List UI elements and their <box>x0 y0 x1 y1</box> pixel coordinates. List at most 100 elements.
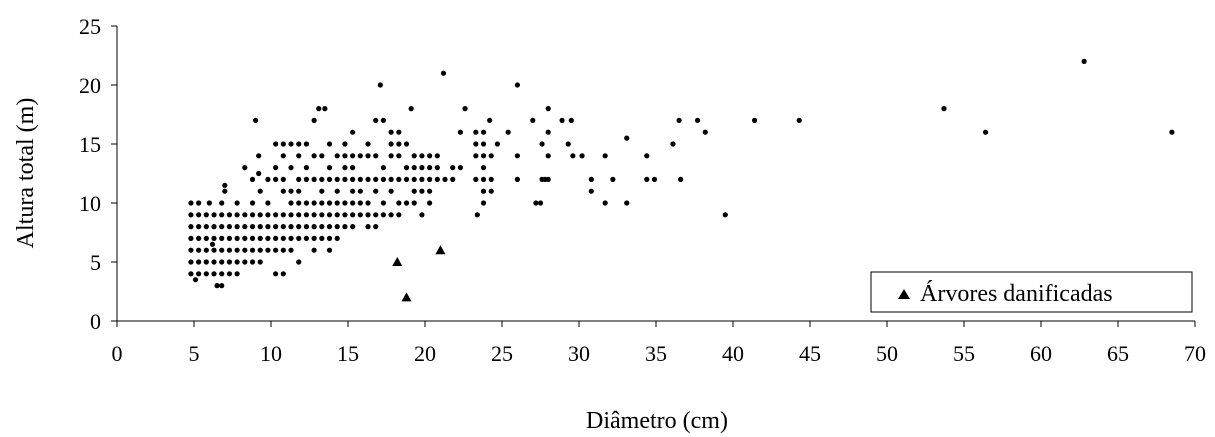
tree-point <box>188 224 194 230</box>
tree-point <box>288 141 294 147</box>
tree-point <box>480 153 487 159</box>
tree-point <box>253 117 259 123</box>
tree-point <box>296 188 302 194</box>
tree-point <box>434 153 440 159</box>
tree-point <box>403 141 410 147</box>
tree-point <box>545 106 551 112</box>
tree-point <box>796 117 802 123</box>
tree-point <box>514 82 521 88</box>
tree-point <box>473 141 479 147</box>
tree-point <box>450 165 456 171</box>
tree-point <box>388 212 394 218</box>
tree-point <box>487 117 493 123</box>
tree-point <box>209 241 216 247</box>
tree-point <box>249 235 256 241</box>
tree-point <box>411 188 417 194</box>
tree-point <box>357 212 363 218</box>
tree-point <box>488 153 494 159</box>
tree-point <box>350 153 356 159</box>
tree-point <box>296 212 302 218</box>
tree-point <box>257 259 263 265</box>
tree-point <box>322 106 328 112</box>
tree-point <box>326 200 333 206</box>
tree-point <box>288 188 294 194</box>
tree-point <box>722 212 728 218</box>
tree-point <box>373 153 379 159</box>
tree-point <box>219 212 225 218</box>
tree-point <box>396 212 402 218</box>
legend-box <box>870 271 1193 313</box>
tree-point <box>396 141 402 147</box>
tree-point <box>342 224 348 230</box>
tree-point <box>273 247 279 253</box>
tree-point <box>265 212 271 218</box>
tree-point <box>211 224 217 230</box>
legend: Árvores danificadas <box>870 271 1193 313</box>
tree-point <box>296 235 302 241</box>
tree-point <box>203 235 209 241</box>
tree-point <box>419 176 425 182</box>
tree-point <box>242 247 248 253</box>
tree-point <box>644 176 650 182</box>
tree-point <box>257 188 263 194</box>
tree-point <box>342 212 348 218</box>
tree-point <box>319 224 325 230</box>
tree-point <box>249 224 256 230</box>
legend-triangle-marker <box>898 289 910 299</box>
tree-point <box>311 200 317 206</box>
tree-point <box>411 200 417 206</box>
tree-point <box>365 153 371 159</box>
tree-point <box>514 176 521 182</box>
tree-point <box>350 224 356 230</box>
tree-point <box>311 176 317 182</box>
tree-point <box>296 153 302 159</box>
tree-point <box>403 165 410 171</box>
tree-point <box>373 188 379 194</box>
tree-point <box>288 247 294 253</box>
tree-point <box>676 117 682 123</box>
tree-point <box>427 165 433 171</box>
tree-point <box>296 200 302 206</box>
tree-point <box>350 176 356 182</box>
x-tick-label: 30 <box>568 341 590 366</box>
tree-point <box>442 176 448 182</box>
tree-point <box>480 200 487 206</box>
tree-point <box>265 247 271 253</box>
x-tick-label: 70 <box>1184 341 1206 366</box>
x-tick-label: 25 <box>491 341 513 366</box>
tree-point <box>288 235 294 241</box>
y-tick-label: 0 <box>90 309 101 334</box>
tree-point <box>411 165 417 171</box>
x-tick-label: 45 <box>799 341 821 366</box>
tree-point <box>188 235 194 241</box>
y-tick-label: 15 <box>79 132 101 157</box>
tree-point <box>256 170 262 177</box>
y-axis-title: Altura total (m) <box>13 98 39 249</box>
tree-point <box>624 135 630 141</box>
tree-point <box>545 176 551 182</box>
tree-point <box>280 176 286 182</box>
tree-point <box>473 153 479 159</box>
tree-point <box>334 212 340 218</box>
tree-point <box>273 224 279 230</box>
tree-point <box>488 176 494 182</box>
tree-point <box>257 247 263 253</box>
tree-point <box>196 235 202 241</box>
legend-label: Árvores danificadas <box>920 281 1113 307</box>
tree-point <box>265 176 271 182</box>
tree-point <box>411 153 417 159</box>
y-tick-label: 25 <box>79 14 101 39</box>
tree-point <box>357 188 363 194</box>
tree-point <box>588 176 594 182</box>
tree-point <box>196 200 202 206</box>
tree-point <box>188 259 194 265</box>
x-tick-label: 5 <box>189 341 200 366</box>
tree-point <box>311 153 317 159</box>
tree-point <box>234 212 240 218</box>
tree-point <box>226 235 233 241</box>
tree-point <box>226 212 233 218</box>
tree-point <box>296 141 302 147</box>
tree-point <box>188 247 194 253</box>
tree-point <box>457 165 464 171</box>
tree-point <box>434 165 440 171</box>
